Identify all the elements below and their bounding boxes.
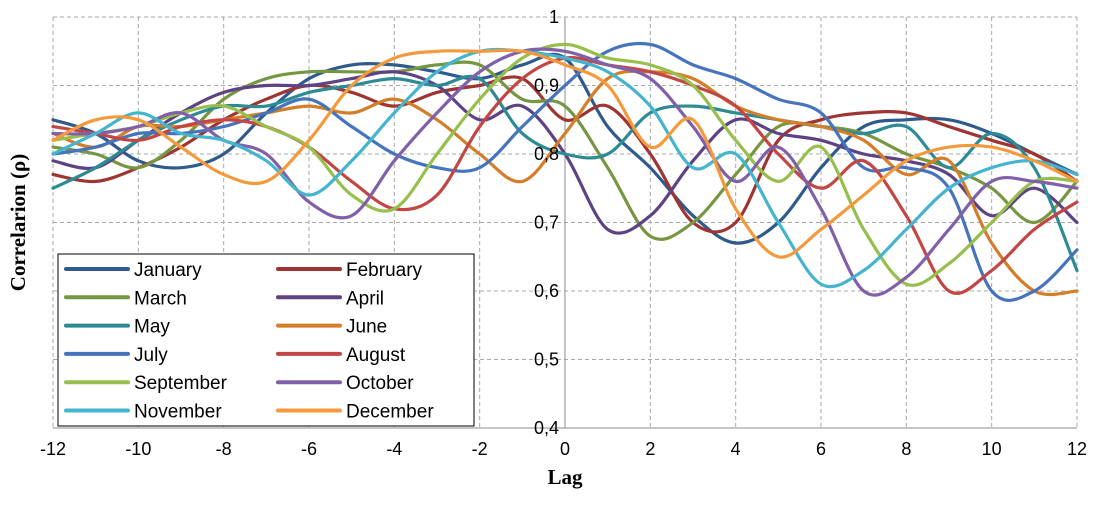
x-axis-title: Lag [547, 465, 583, 489]
x-tick-label: -4 [386, 439, 402, 459]
legend-label: December [346, 402, 434, 423]
series-lines [51, 41, 1079, 302]
legend-label: August [346, 345, 406, 366]
x-tick-label: 12 [1067, 439, 1087, 459]
x-tick-label: 6 [816, 439, 826, 459]
legend: January February March April May June July Augu… [57, 253, 475, 427]
series-line-july [51, 41, 1079, 302]
x-tick-label: -6 [301, 439, 317, 459]
legend-label: March [134, 288, 187, 309]
legend-label: April [346, 288, 384, 309]
y-tick-label: 0,6 [534, 281, 559, 301]
legend-label: November [134, 402, 222, 423]
legend-label: June [346, 317, 387, 338]
x-tick-label: 8 [901, 439, 911, 459]
x-tick-label: 10 [982, 439, 1002, 459]
legend-label: July [134, 345, 168, 366]
series-line-january [51, 52, 1079, 245]
y-tick-label: 1 [549, 7, 559, 27]
x-tick-label: -8 [216, 439, 232, 459]
x-tick-label: 2 [645, 439, 655, 459]
x-tick-label: 0 [560, 439, 570, 459]
x-tick-label: -10 [125, 439, 151, 459]
y-tick-label: 0,9 [534, 76, 559, 96]
series-line-november [51, 47, 1079, 289]
legend-box [57, 253, 475, 427]
x-tick-label: 4 [731, 439, 741, 459]
y-tick-label: 0,5 [534, 350, 559, 370]
y-axis-title: Correlarion (ρ) [6, 154, 30, 291]
tick-labels: -12 -10 -8 -6 -4 -2 0 2 4 6 8 10 12 0,4 0,5 0,6 0,7 0,8 0,… [40, 7, 1087, 459]
y-tick-label: 0,4 [534, 418, 559, 438]
legend-label: October [346, 373, 414, 394]
legend-label: January [134, 260, 202, 281]
x-tick-label: -12 [40, 439, 66, 459]
y-tick-label: 0,8 [534, 144, 559, 164]
series-line-september [51, 42, 1079, 287]
legend-label: September [134, 373, 228, 394]
y-tick-label: 0,7 [534, 213, 559, 233]
series-line-march [51, 60, 1079, 241]
legend-label: February [346, 260, 423, 281]
legend-label: May [134, 317, 170, 338]
series-line-december [51, 48, 1079, 259]
x-tick-label: -2 [472, 439, 488, 459]
